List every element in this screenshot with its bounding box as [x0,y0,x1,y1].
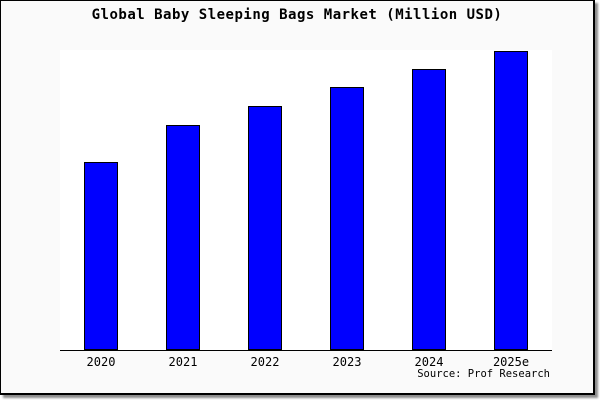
bar-2025e [494,51,528,350]
x-tick-label-2025e: 2025e [492,355,530,369]
bar-2022 [248,106,282,350]
plot-area [60,50,552,351]
chart-title: Global Baby Sleeping Bags Market (Millio… [91,7,503,23]
x-tick-label-2020: 2020 [86,355,116,369]
x-tick-label-2021: 2021 [168,355,198,369]
x-tick-label-2022: 2022 [250,355,280,369]
chart-frame: Global Baby Sleeping Bags Market (Millio… [0,0,595,395]
bar-2020 [84,162,118,350]
bar-2024 [412,69,446,350]
source-credit: Source: Prof Research [417,368,550,380]
x-tick-label-2024: 2024 [414,355,444,369]
x-tick-label-2023: 2023 [332,355,362,369]
bar-2023 [330,87,364,350]
bar-2021 [166,125,200,350]
